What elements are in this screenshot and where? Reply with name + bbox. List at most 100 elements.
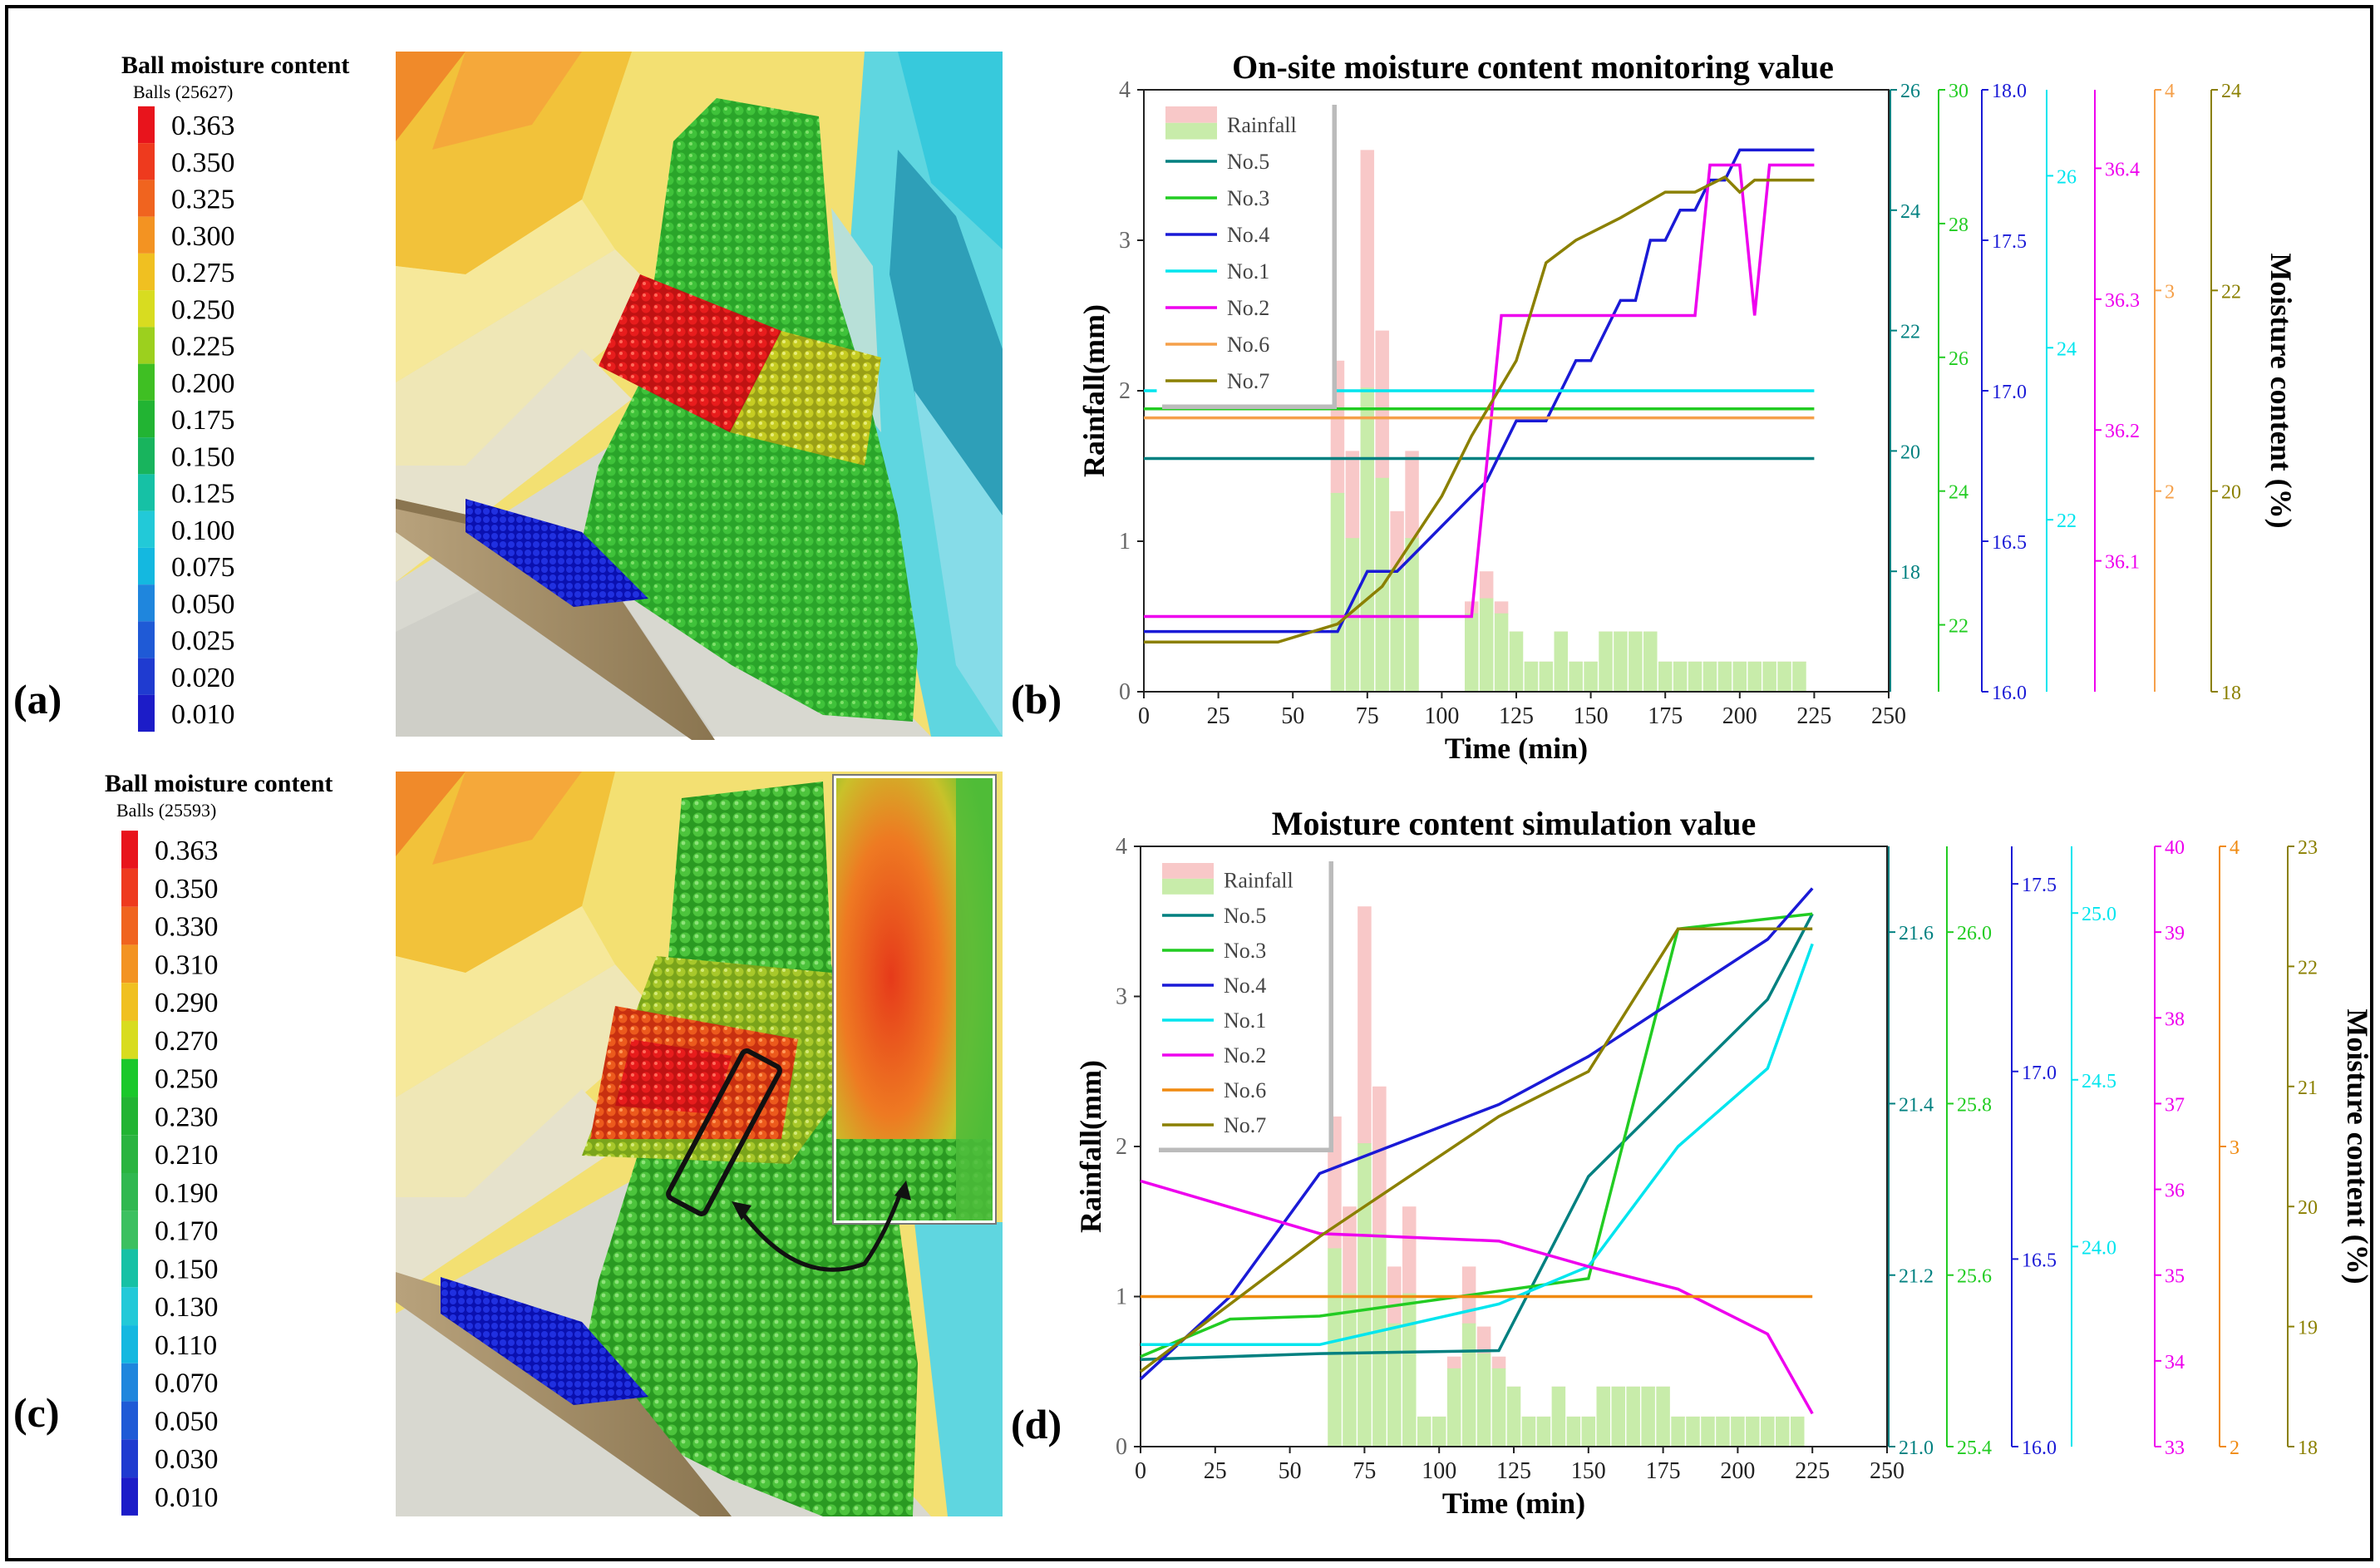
legend-swatch <box>138 216 155 254</box>
x-tick-label: 200 <box>1720 1458 1755 1484</box>
rainfall-bar-bottom <box>1686 1416 1700 1447</box>
panel-label-c: (c) <box>13 1389 60 1436</box>
rainfall-bar-bottom <box>1506 1386 1521 1447</box>
legend-rain-swatch <box>1162 878 1214 895</box>
rainfall-bar-bottom <box>1476 1353 1491 1447</box>
rainfall-bar-top <box>1476 1326 1491 1354</box>
rainfall-bar-bottom <box>1464 613 1479 692</box>
extra-axis-tick-label: 18 <box>2221 683 2241 704</box>
extra-axis-tick-label: 25.0 <box>2082 904 2116 925</box>
extra-axis-tick-label: 20 <box>2298 1197 2318 1219</box>
x-tick-label: 150 <box>1571 1458 1606 1484</box>
extra-axis-tick-label: 26 <box>1949 348 1969 370</box>
extra-axis-tick-label: 16.0 <box>2022 1437 2057 1459</box>
legend-swatch <box>138 180 155 217</box>
simulation-chart: Moisture content simulation value 0 25 50 75… <box>1074 805 2374 1520</box>
rainfall-bar-bottom <box>1539 661 1554 692</box>
extra-axis-tick-label: 17.5 <box>2022 875 2057 896</box>
rainfall-bar-top <box>1390 510 1404 570</box>
y-tick-label: 0 <box>1119 679 1131 705</box>
extra-axis-tick-label: 33 <box>2165 1437 2185 1459</box>
legend-label: No.3 <box>1224 939 1266 963</box>
chart-title: On-site moisture content monitoring valu… <box>1232 48 1834 86</box>
legend-level: 0.200 <box>171 368 235 399</box>
extra-axis-tick-label: 17.0 <box>1992 382 2027 403</box>
series-line-no5 <box>1140 913 1814 1362</box>
extra-axis-tick-label: 23 <box>2298 837 2318 859</box>
legend-swatch <box>121 1363 138 1402</box>
rainfall-bar-bottom <box>1566 1416 1581 1447</box>
extra-axis-tick-label: 21.4 <box>1899 1094 1934 1116</box>
rainfall-bar-bottom <box>1629 631 1643 692</box>
legend-swatch <box>138 253 155 291</box>
rainfall-bar-bottom <box>1431 1416 1446 1447</box>
legend-rain-swatch <box>1165 122 1217 140</box>
monitoring-chart: On-site moisture content monitoring valu… <box>1077 48 2298 765</box>
rainfall-bar-bottom <box>1717 661 1732 692</box>
legend-swatch <box>121 1325 138 1363</box>
extra-axis-tick-label: 16.5 <box>1992 532 2027 554</box>
rainfall-bar-top <box>1375 330 1389 479</box>
legend-level: 0.075 <box>171 552 235 583</box>
rainfall-bar-bottom <box>1596 1386 1611 1447</box>
rainfall-bar-top <box>1491 1356 1506 1369</box>
rainfall-bar-bottom <box>1762 661 1776 692</box>
legend-swatch <box>138 106 155 144</box>
extra-axis-tick-label: 26 <box>1900 81 1920 102</box>
legend-level: 0.310 <box>155 949 219 980</box>
x-tick-label: 150 <box>1574 703 1609 729</box>
highlight-box <box>666 1048 782 1216</box>
x-axis-label: Time (min) <box>1442 1487 1585 1520</box>
rainfall-bar-top <box>1479 571 1494 599</box>
x-tick-label: 225 <box>1796 703 1831 729</box>
rainfall-bar-bottom <box>1417 1416 1431 1447</box>
extra-axis-tick-label: 22 <box>1949 616 1969 638</box>
rainfall-bar-bottom <box>1551 1386 1566 1447</box>
rainfall-bar-bottom <box>1688 661 1702 692</box>
rainfall-bar-bottom <box>1345 538 1360 692</box>
rainfall-bar-bottom <box>1626 1386 1640 1447</box>
x-tick-label: 0 <box>1135 1458 1146 1484</box>
legend-level: 0.050 <box>155 1406 219 1437</box>
extra-axis-tick-label: 20 <box>1900 441 1920 463</box>
legend-label: No.1 <box>1224 1008 1266 1033</box>
series-line-no2 <box>1144 163 1815 619</box>
rainfall-bar-bottom <box>1479 598 1494 692</box>
rainfall-bar-bottom <box>1614 631 1628 692</box>
rainfall-bar-bottom <box>1790 1416 1805 1447</box>
legend-swatch <box>138 510 155 548</box>
rainfall-bar-bottom <box>1343 1293 1357 1447</box>
extra-axis-tick-label: 3 <box>2230 1137 2240 1159</box>
legend-level: 0.270 <box>155 1026 219 1057</box>
legend-level: 0.050 <box>171 589 235 619</box>
legend-level: 0.250 <box>171 294 235 325</box>
y-tick-label: 3 <box>1119 228 1131 254</box>
legend-level: 0.130 <box>155 1292 219 1323</box>
y-tick-label: 3 <box>1116 984 1127 1010</box>
rainfall-bar-bottom <box>1390 568 1404 692</box>
moisture-legend-c: Ball moisture content Balls (25593) 0.363 0… <box>105 770 333 1516</box>
rainfall-bar-bottom <box>1360 387 1375 692</box>
rainfall-bar-bottom <box>1328 1248 1342 1447</box>
rainfall-bar-bottom <box>1747 661 1762 692</box>
rainfall-bar-top <box>1494 601 1509 614</box>
extra-axis-tick-label: 22 <box>2057 510 2077 532</box>
extra-axis-tick-label: 22 <box>2298 957 2318 979</box>
legend-swatch <box>138 621 155 658</box>
extra-axis-tick-label: 26 <box>2057 166 2077 188</box>
panel-label-d: (d) <box>1011 1401 1062 1447</box>
extra-axis-tick-label: 21.2 <box>1899 1266 1934 1288</box>
legend-rain-swatch <box>1165 106 1217 123</box>
legend-level: 0.175 <box>171 405 235 436</box>
rainfall-bar-top <box>1343 1206 1357 1294</box>
x-tick-label: 75 <box>1353 1458 1376 1484</box>
x-tick-label: 125 <box>1499 703 1534 729</box>
legend-swatch <box>121 831 138 869</box>
legend-swatch <box>138 474 155 511</box>
legend-label: No.5 <box>1227 150 1269 174</box>
extra-axis-tick-label: 36 <box>2165 1181 2185 1202</box>
extra-axis-tick-label: 36.2 <box>2105 421 2140 442</box>
chart-title: Moisture content simulation value <box>1272 805 1757 842</box>
legend-level: 0.070 <box>155 1368 219 1399</box>
